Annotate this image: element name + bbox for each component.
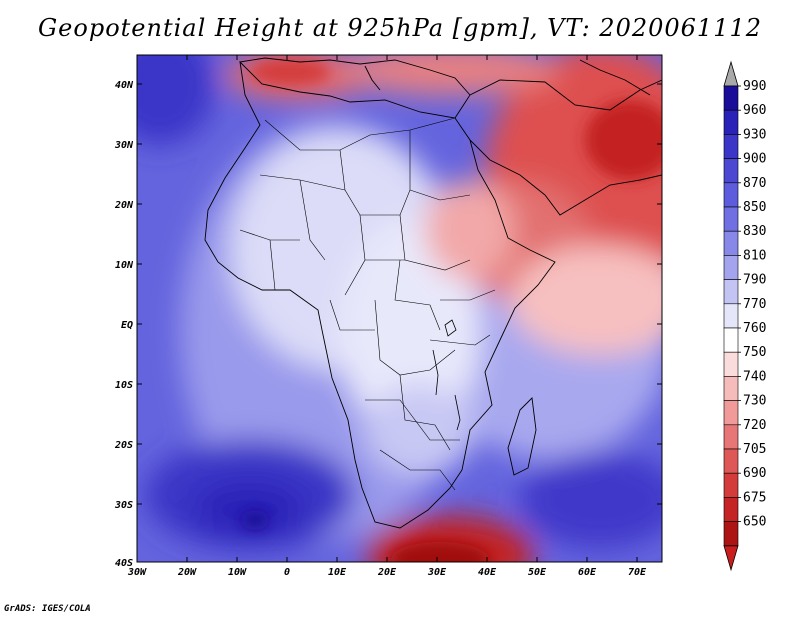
lakes [432, 319, 461, 431]
colorbar-label: 705 [743, 442, 766, 457]
colorbar-label: 690 [743, 466, 766, 481]
colorbar-swatch [723, 85, 739, 111]
lat-label: EQ [121, 320, 133, 331]
height-field [137, 55, 662, 562]
colorbar-swatch [723, 400, 739, 426]
chart-title: Geopotential Height at 925hPa [gpm], VT:… [38, 14, 762, 42]
colorbar-label: 720 [743, 418, 766, 433]
madagascar-outline [507, 397, 537, 476]
colorbar-swatch [723, 279, 739, 305]
colorbar-swatch [723, 134, 739, 159]
map-frame [136, 54, 663, 563]
latitude-axis: 40N 30N 20N 10N EQ 10S 20S 30S 40S [114, 80, 662, 569]
colorbar-label: 810 [743, 248, 766, 263]
indian-ocean-high [520, 452, 662, 548]
lon-label: 0 [284, 567, 290, 578]
lon-label: 20W [177, 567, 197, 578]
colorbar-label: 960 [743, 103, 766, 118]
colorbar-label: 770 [743, 297, 766, 312]
colorbar-top-arrow [723, 60, 739, 87]
colorbar-swatch [723, 521, 739, 547]
colorbar-label: 740 [743, 369, 766, 384]
azores-high [137, 55, 215, 145]
colorbar-bottom-arrow [723, 545, 739, 572]
colorbar-label: 760 [743, 321, 766, 336]
colorbar-swatch [723, 351, 739, 377]
colorbar-swatch [723, 182, 739, 208]
colorbar-swatch [723, 424, 739, 450]
colorbar-swatch [723, 448, 739, 474]
grads-credit: GrADS: IGES/COLA [4, 604, 91, 614]
longitude-axis: 30W 20W 10W 0 10E 20E 30E 40E 50E 60E 70E [127, 55, 647, 578]
lon-label: 70E [628, 567, 647, 578]
colorbar-label: 790 [743, 273, 766, 288]
colorbar-swatch [723, 230, 739, 256]
lon-label: 30W [127, 567, 147, 578]
lon-label: 60E [578, 567, 597, 578]
lon-label: 40E [478, 567, 497, 578]
lat-label: 30N [114, 140, 134, 151]
lat-label: 20S [114, 440, 133, 451]
colorbar-swatch [723, 472, 739, 498]
country-borders [239, 117, 496, 491]
colorbar-label: 900 [743, 152, 766, 167]
colorbar-swatch [723, 376, 739, 401]
lon-label: 30E [427, 567, 447, 578]
colorbar-label: 990 [743, 79, 766, 94]
colorbar-swatch [723, 303, 739, 329]
colorbar-swatch [723, 109, 739, 135]
colorbar-swatch [723, 158, 739, 184]
colorbar-label: 650 [743, 515, 766, 530]
colorbar-label: 675 [743, 490, 766, 505]
lat-label: 30S [114, 500, 133, 511]
coastlines [204, 57, 662, 529]
colorbar-swatch [723, 327, 739, 353]
colorbar-label: 870 [743, 176, 766, 191]
lat-label: 10S [115, 380, 133, 391]
colorbar-label: 830 [743, 224, 766, 239]
lat-label: 40N [115, 80, 134, 91]
colorbar: 990 960 930 900 870 850 830 810 790 770 760 750 740 7… [723, 60, 766, 572]
lat-label: 20N [114, 200, 134, 211]
colorbar-label: 850 [743, 200, 766, 215]
lon-label: 10W [228, 567, 247, 578]
lat-label: 10N [115, 260, 134, 271]
lon-label: 20E [377, 567, 397, 578]
colorbar-swatch [723, 206, 739, 232]
lon-label: 50E [528, 567, 547, 578]
lat-label: 40S [115, 558, 133, 569]
colorbar-swatch [723, 255, 739, 280]
colorbar-label: 750 [743, 345, 766, 360]
lon-label: 10E [328, 567, 347, 578]
colorbar-label: 730 [743, 394, 766, 409]
colorbar-label: 930 [743, 127, 766, 142]
colorbar-swatch [723, 497, 739, 522]
